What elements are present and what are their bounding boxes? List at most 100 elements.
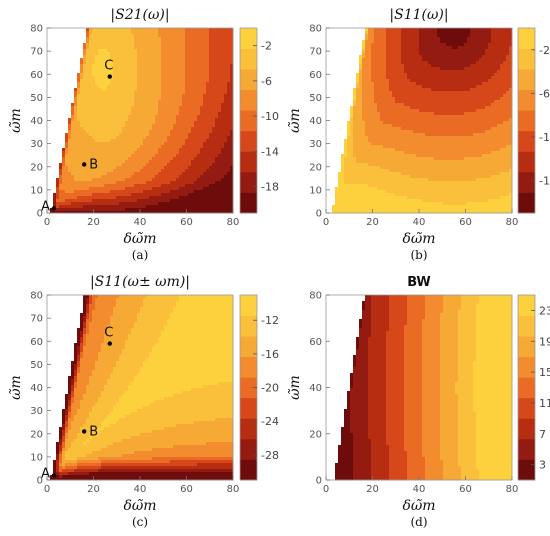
heatmap-cell [161,70,165,74]
heatmap-cell [107,118,111,122]
heatmap-cell [347,148,351,152]
heatmap-cell [356,199,360,203]
heatmap-cell [74,28,78,32]
heatmap-cell [47,31,51,35]
heatmap-cell [173,163,177,167]
heatmap-cell [113,37,117,41]
heatmap-cell [137,184,141,188]
heatmap-cell [95,46,99,50]
heatmap-cell [185,145,189,149]
heatmap-cell [86,163,90,167]
heatmap-cell [182,67,186,71]
heatmap-cell [119,88,123,92]
heatmap-cell [50,190,54,194]
heatmap-cell [152,106,156,110]
heatmap-cell [359,133,363,137]
heatmap-cell [101,76,105,80]
heatmap-cell [80,112,84,116]
heatmap-cell [215,133,219,137]
heatmap-cell [371,64,375,68]
heatmap-cell [179,58,183,62]
heatmap-cell [230,58,234,62]
heatmap-cell [131,157,135,161]
heatmap-cell [59,160,63,164]
heatmap-cell [140,46,144,50]
heatmap-cell [65,58,69,62]
heatmap-cell [230,34,234,38]
heatmap-cell [212,184,216,188]
heatmap-cell [164,166,168,170]
heatmap-cell [89,157,93,161]
heatmap-cell [65,196,69,200]
heatmap-cell [326,166,330,170]
heatmap-cell [80,163,84,167]
heatmap-cell [347,49,351,53]
heatmap-cell [194,34,198,38]
heatmap-cell [101,88,105,92]
heatmap-cell [83,184,87,188]
heatmap-cell [173,175,177,179]
heatmap-cell [191,31,195,35]
heatmap-cell [212,196,216,200]
heatmap-cell [98,148,102,152]
heatmap-cell [332,55,336,59]
heatmap-cell [206,208,210,212]
heatmap-cell [209,97,213,101]
heatmap-cell [50,196,54,200]
heatmap-cell [161,193,165,197]
heatmap-cell [377,88,381,92]
heatmap-cell [119,124,123,128]
heatmap-cell [347,40,351,44]
heatmap-cell [128,187,132,191]
heatmap-cell [185,124,189,128]
heatmap-cell [53,178,57,182]
heatmap-cell [182,82,186,86]
heatmap-cell [344,91,348,95]
heatmap-cell [83,190,87,194]
heatmap-cell [50,73,54,77]
heatmap-cell [95,70,99,74]
heatmap-cell [353,43,357,47]
heatmap-cell [164,157,168,161]
heatmap-cell [50,109,54,113]
heatmap-cell [104,160,108,164]
heatmap-cell [374,109,378,113]
heatmap-cell [143,127,147,131]
heatmap-cell [179,118,183,122]
heatmap-cell [368,163,372,167]
heatmap-cell [101,100,105,104]
heatmap-cell [224,178,228,182]
heatmap-cell [83,202,87,206]
heatmap-cell [59,142,63,146]
heatmap-cell [155,148,159,152]
heatmap-cell [197,190,201,194]
heatmap-cell [350,67,354,71]
heatmap-cell [65,112,69,116]
heatmap-cell [152,160,156,164]
heatmap-cell [350,196,354,200]
heatmap-cell [68,79,72,83]
heatmap-cell [200,70,204,74]
heatmap-cell [191,115,195,119]
heatmap-cell [218,28,222,32]
heatmap-cell [143,181,147,185]
heatmap-cell [137,61,141,65]
heatmap-cell [161,199,165,203]
heatmap-cell [350,127,354,131]
heatmap-cell [161,181,165,185]
heatmap-cell [122,157,126,161]
heatmap-cell [347,61,351,65]
heatmap-cell [101,184,105,188]
heatmap-cell [113,172,117,176]
heatmap-cell [131,184,135,188]
heatmap-cell [338,133,342,137]
heatmap-cell [164,190,168,194]
heatmap-cell [149,109,153,113]
heatmap-cell [227,193,231,197]
heatmap-cell [155,202,159,206]
heatmap-cell [98,58,102,62]
heatmap-cell [122,166,126,170]
heatmap-cell [182,112,186,116]
heatmap-cell [116,169,120,173]
heatmap-cell [368,115,372,119]
